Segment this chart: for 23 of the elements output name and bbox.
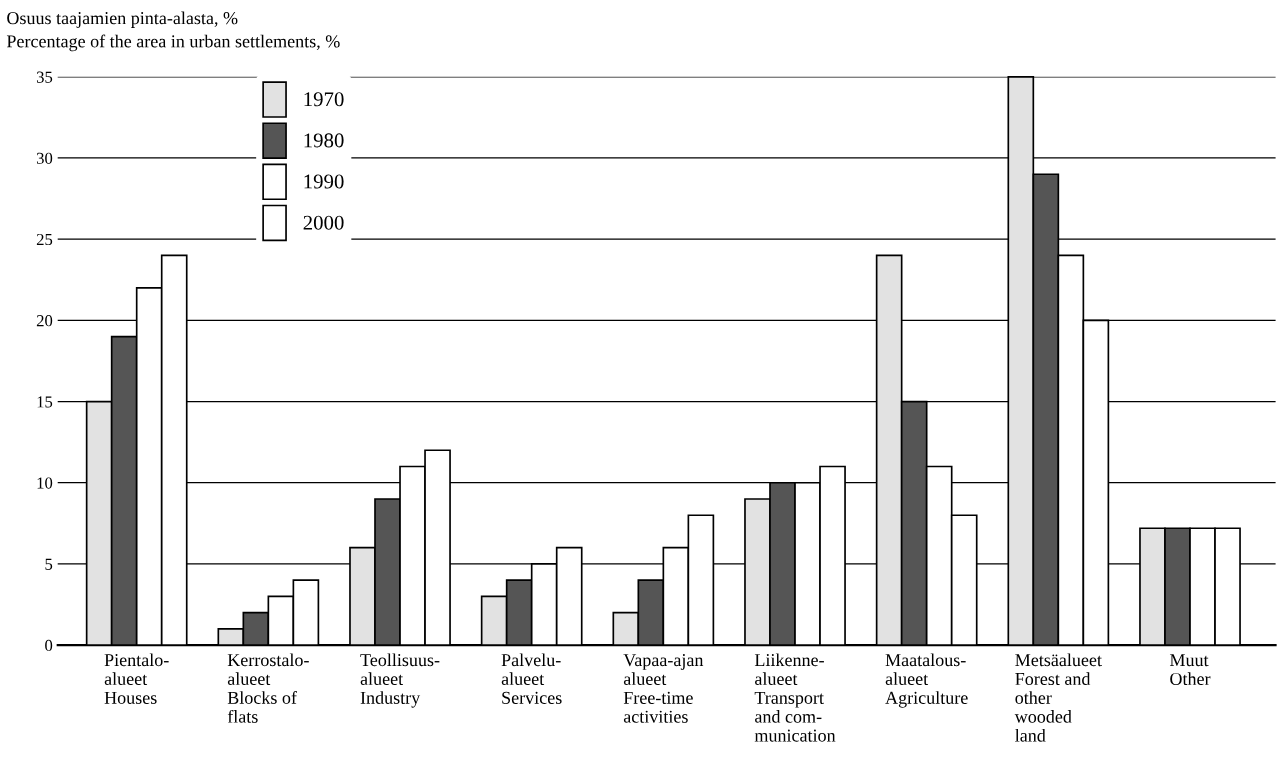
y-tick-label: 15	[37, 396, 53, 408]
x-tick-label: Vapaa-ajan alueet Free-time activities	[623, 654, 704, 723]
x-tick-label: Palvelu- alueet Services	[501, 653, 562, 704]
y-tick-label: 0	[45, 639, 53, 652]
legend-label: 1980	[304, 133, 344, 148]
x-tick-label: Muut Other	[1169, 654, 1211, 686]
legend-label: 1970	[304, 92, 344, 107]
x-tick-label: Teollisuus- alueet Industry	[360, 653, 440, 708]
y-tick-label: 30	[36, 152, 53, 164]
y-tick-label: 35	[36, 71, 53, 83]
x-tick-label: Maatalous- alueet Agriculture	[885, 653, 968, 708]
x-tick-label: Kerrostalo- alueet Blocks of flats	[227, 653, 309, 723]
y-tick-label: 5	[45, 558, 53, 570]
chart-title: Osuus taajamien pinta-alasta, %	[7, 11, 238, 28]
chart-subtitle: Percentage of the area in urban settlements, %	[6, 34, 340, 52]
y-tick-label: 10	[37, 477, 53, 489]
legend-label: 1990	[304, 174, 344, 189]
y-tick-label: 25	[36, 233, 53, 246]
x-tick-label: Liikenne- alueet Transport and com- munication	[754, 653, 836, 742]
x-tick-label: Pientalo- alueet Houses	[104, 653, 169, 704]
legend-label: 2000	[303, 215, 344, 230]
x-tick-label: Metsäalueet Forest and other wooded land	[1014, 653, 1102, 742]
y-tick-label: 20	[36, 315, 53, 327]
